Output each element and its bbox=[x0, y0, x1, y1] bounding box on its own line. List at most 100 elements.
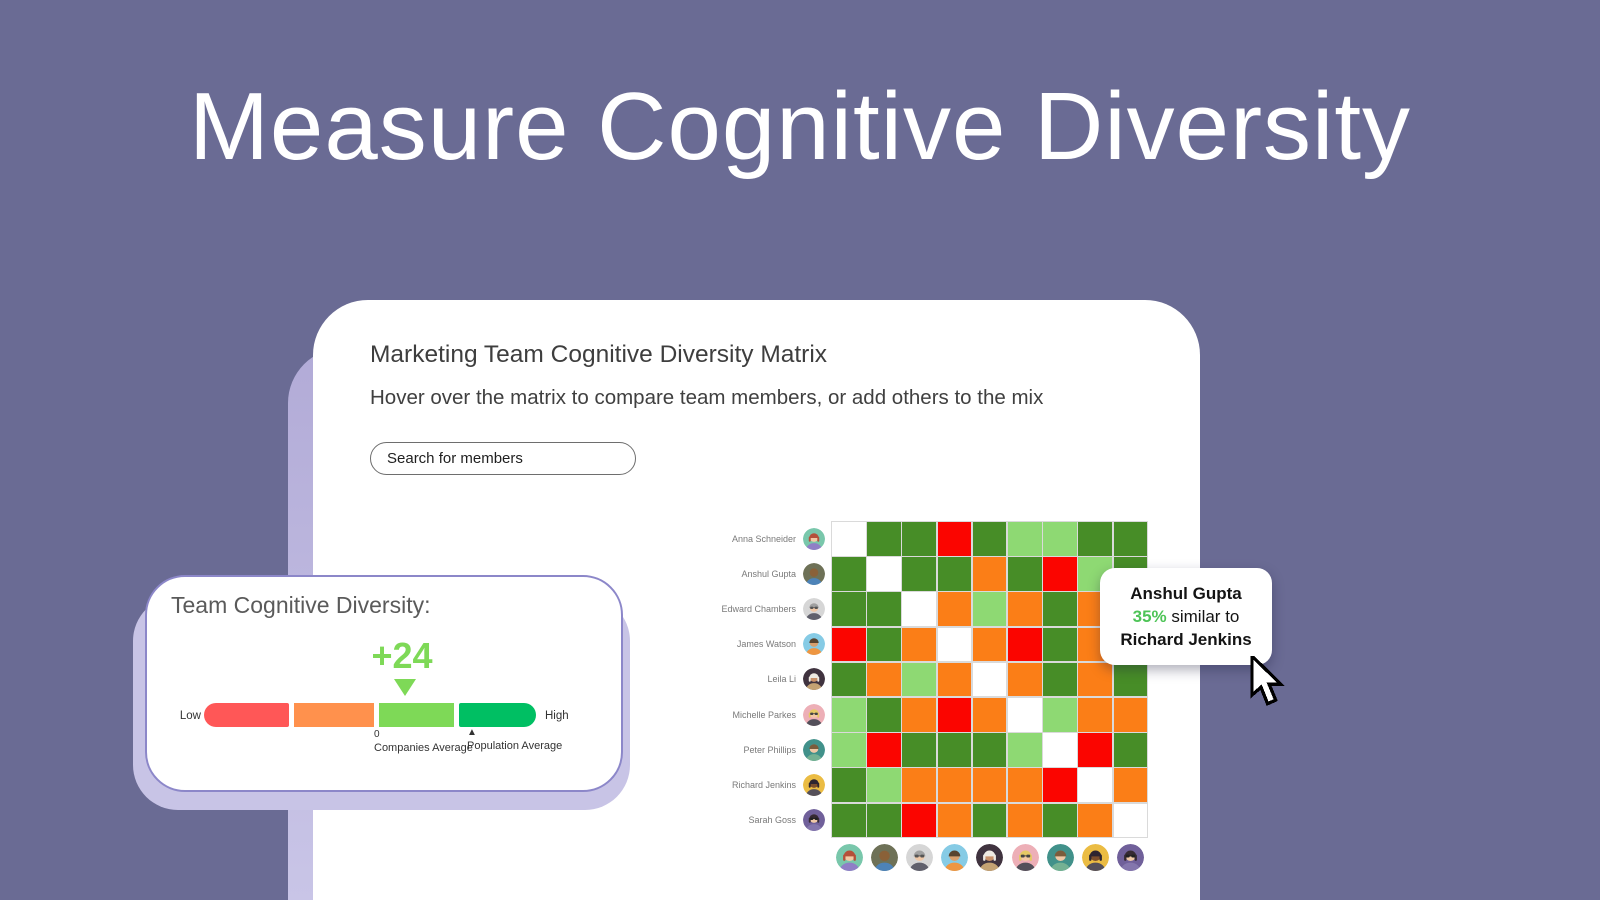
matrix-cell-5-9[interactable] bbox=[1113, 662, 1148, 697]
matrix-cell-6-9[interactable] bbox=[1113, 697, 1148, 732]
matrix-cell-2-3[interactable] bbox=[902, 557, 937, 591]
matrix-cell-2-7[interactable] bbox=[1043, 557, 1077, 591]
matrix-column-avatar bbox=[976, 844, 1004, 871]
matrix-cell-8-8[interactable] bbox=[1078, 768, 1112, 802]
matrix-cell-3-2[interactable] bbox=[867, 592, 901, 627]
matrix-cell-4-1[interactable] bbox=[832, 627, 866, 662]
member-avatar-icon bbox=[803, 809, 825, 832]
matrix-cell-5-4[interactable] bbox=[937, 662, 972, 697]
matrix-cell-8-6[interactable] bbox=[1007, 768, 1042, 802]
member-name: Peter Phillips bbox=[743, 744, 796, 755]
matrix-cell-5-7[interactable] bbox=[1043, 662, 1077, 697]
companies-average-label: Companies Average bbox=[374, 741, 473, 754]
matrix-cell-9-7[interactable] bbox=[1043, 803, 1077, 838]
matrix-cell-7-9[interactable] bbox=[1113, 733, 1148, 767]
matrix-cell-3-4[interactable] bbox=[937, 592, 972, 627]
scale-high-label: High bbox=[545, 710, 569, 722]
matrix-cell-4-5[interactable] bbox=[972, 627, 1007, 662]
matrix-cell-8-1[interactable] bbox=[832, 768, 866, 802]
matrix-cell-6-1[interactable] bbox=[832, 697, 866, 732]
matrix-cell-2-1[interactable] bbox=[832, 557, 866, 591]
matrix-cell-3-5[interactable] bbox=[972, 592, 1007, 627]
matrix-cell-9-4[interactable] bbox=[937, 803, 972, 838]
matrix-cell-7-5[interactable] bbox=[972, 733, 1007, 767]
matrix-cell-9-6[interactable] bbox=[1007, 803, 1042, 838]
matrix-cell-5-1[interactable] bbox=[832, 662, 866, 697]
matrix-cell-6-4[interactable] bbox=[937, 697, 972, 732]
matrix-cell-9-5[interactable] bbox=[972, 803, 1007, 838]
diversity-matrix[interactable] bbox=[831, 521, 1149, 839]
page-title: Measure Cognitive Diversity bbox=[188, 73, 1412, 180]
matrix-cell-5-3[interactable] bbox=[902, 662, 937, 697]
similarity-tooltip: Anshul Gupta 35% similar to Richard Jenk… bbox=[1100, 568, 1272, 665]
member-avatar-icon bbox=[835, 844, 863, 871]
matrix-cell-8-3[interactable] bbox=[902, 768, 937, 802]
matrix-cell-7-7[interactable] bbox=[1043, 733, 1077, 767]
matrix-cell-4-3[interactable] bbox=[902, 627, 937, 662]
matrix-cell-9-3[interactable] bbox=[902, 803, 937, 838]
matrix-cell-9-8[interactable] bbox=[1078, 803, 1112, 838]
matrix-cell-3-6[interactable] bbox=[1007, 592, 1042, 627]
member-avatar-icon bbox=[803, 773, 825, 796]
matrix-column-avatar bbox=[870, 844, 898, 871]
matrix-cell-7-8[interactable] bbox=[1078, 733, 1112, 767]
matrix-cell-1-6[interactable] bbox=[1007, 522, 1042, 556]
matrix-cell-3-7[interactable] bbox=[1043, 592, 1077, 627]
matrix-cell-2-5[interactable] bbox=[972, 557, 1007, 591]
matrix-column-avatar bbox=[941, 844, 969, 871]
matrix-cell-5-8[interactable] bbox=[1078, 662, 1112, 697]
matrix-cell-1-4[interactable] bbox=[937, 522, 972, 556]
matrix-cell-4-6[interactable] bbox=[1007, 627, 1042, 662]
companies-average-note: 0 Companies Average bbox=[374, 729, 473, 754]
matrix-cell-3-3[interactable] bbox=[902, 592, 937, 627]
matrix-cell-7-1[interactable] bbox=[832, 733, 866, 767]
matrix-cell-4-4[interactable] bbox=[937, 627, 972, 662]
matrix-cell-1-8[interactable] bbox=[1078, 522, 1112, 556]
member-avatar-icon bbox=[1117, 844, 1145, 871]
member-avatar-icon bbox=[1011, 844, 1039, 871]
member-avatar-icon bbox=[803, 633, 825, 656]
search-input[interactable] bbox=[370, 442, 636, 475]
matrix-cell-8-2[interactable] bbox=[867, 768, 901, 802]
matrix-cell-1-2[interactable] bbox=[867, 522, 901, 556]
matrix-cell-1-3[interactable] bbox=[902, 522, 937, 556]
matrix-cell-7-4[interactable] bbox=[937, 733, 972, 767]
matrix-cell-7-3[interactable] bbox=[902, 733, 937, 767]
matrix-cell-6-5[interactable] bbox=[972, 697, 1007, 732]
matrix-cell-9-2[interactable] bbox=[867, 803, 901, 838]
matrix-cell-4-7[interactable] bbox=[1043, 627, 1077, 662]
matrix-cell-2-6[interactable] bbox=[1007, 557, 1042, 591]
scale-segment-4 bbox=[459, 703, 536, 727]
matrix-cell-5-6[interactable] bbox=[1007, 662, 1042, 697]
matrix-cell-1-7[interactable] bbox=[1043, 522, 1077, 556]
matrix-cell-1-1[interactable] bbox=[832, 522, 866, 556]
matrix-cell-6-3[interactable] bbox=[902, 697, 937, 732]
matrix-cell-3-1[interactable] bbox=[832, 592, 866, 627]
matrix-cell-8-5[interactable] bbox=[972, 768, 1007, 802]
matrix-cell-8-7[interactable] bbox=[1043, 768, 1077, 802]
matrix-cell-9-9[interactable] bbox=[1113, 803, 1148, 838]
matrix-cell-6-8[interactable] bbox=[1078, 697, 1112, 732]
member-name: Anna Schneider bbox=[731, 533, 796, 544]
matrix-column-avatar bbox=[1117, 844, 1145, 871]
matrix-cell-8-4[interactable] bbox=[937, 768, 972, 802]
matrix-cell-1-9[interactable] bbox=[1113, 522, 1148, 556]
matrix-cell-2-2[interactable] bbox=[867, 557, 901, 591]
matrix-cell-6-6[interactable] bbox=[1007, 697, 1042, 732]
matrix-cell-9-1[interactable] bbox=[832, 803, 866, 838]
matrix-cell-6-2[interactable] bbox=[867, 697, 901, 732]
matrix-cell-7-6[interactable] bbox=[1007, 733, 1042, 767]
matrix-cell-5-5[interactable] bbox=[972, 662, 1007, 697]
matrix-row-label: Anna Schneider bbox=[639, 521, 825, 556]
member-name: Edward Chambers bbox=[721, 603, 796, 614]
matrix-cell-8-9[interactable] bbox=[1113, 768, 1148, 802]
member-avatar-icon bbox=[803, 703, 825, 726]
matrix-cell-1-5[interactable] bbox=[972, 522, 1007, 556]
matrix-cell-7-2[interactable] bbox=[867, 733, 901, 767]
tooltip-member-name: Anshul Gupta bbox=[1130, 584, 1242, 603]
matrix-cell-4-2[interactable] bbox=[867, 627, 901, 662]
member-name: Michelle Parkes bbox=[732, 709, 796, 720]
matrix-cell-5-2[interactable] bbox=[867, 662, 901, 697]
matrix-cell-2-4[interactable] bbox=[937, 557, 972, 591]
matrix-cell-6-7[interactable] bbox=[1043, 697, 1077, 732]
